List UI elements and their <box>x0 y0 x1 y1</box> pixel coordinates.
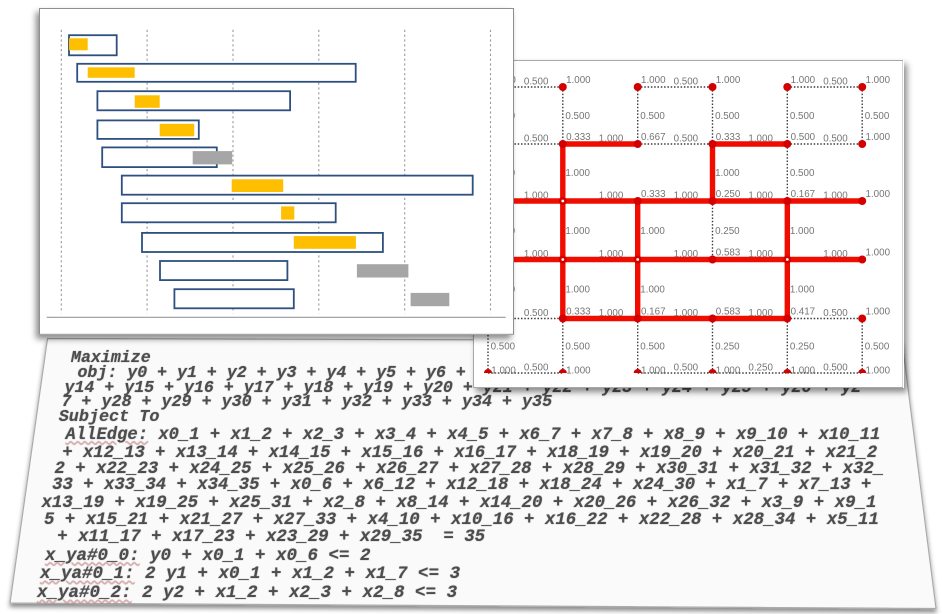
svg-text:0.333: 0.333 <box>641 189 666 200</box>
svg-text:1.000: 1.000 <box>599 190 624 201</box>
svg-text:1.000: 1.000 <box>823 190 848 201</box>
svg-text:0.500: 0.500 <box>823 307 848 318</box>
svg-text:1.000: 1.000 <box>823 248 848 259</box>
svg-text:0.250: 0.250 <box>715 225 740 236</box>
svg-text:0.500: 0.500 <box>674 362 699 373</box>
svg-text:0.250: 0.250 <box>748 362 773 373</box>
svg-text:1.000: 1.000 <box>866 365 891 376</box>
svg-text:1.000: 1.000 <box>790 225 815 236</box>
svg-text:0.500: 0.500 <box>565 341 590 352</box>
svg-text:1.000: 1.000 <box>866 189 891 200</box>
svg-text:0.500: 0.500 <box>524 133 549 144</box>
svg-text:1.000: 1.000 <box>866 132 891 143</box>
svg-text:1.000: 1.000 <box>599 133 624 144</box>
svg-text:0.500: 0.500 <box>674 76 699 87</box>
svg-text:1.000: 1.000 <box>674 307 699 318</box>
svg-text:1.000: 1.000 <box>599 307 624 318</box>
svg-text:0.167: 0.167 <box>791 189 816 200</box>
svg-text:1.000: 1.000 <box>524 248 549 259</box>
svg-text:0.500: 0.500 <box>865 341 890 352</box>
svg-text:1.000: 1.000 <box>674 248 699 259</box>
svg-text:0.583: 0.583 <box>716 247 741 258</box>
svg-text:1.000: 1.000 <box>641 365 666 376</box>
svg-text:1.000: 1.000 <box>565 168 590 179</box>
svg-text:0.500: 0.500 <box>823 362 848 373</box>
svg-text:0.250: 0.250 <box>790 341 815 352</box>
svg-text:0.500: 0.500 <box>791 132 816 143</box>
svg-text:0.333: 0.333 <box>566 132 591 143</box>
svg-text:0.167: 0.167 <box>641 306 666 317</box>
svg-text:0.500: 0.500 <box>524 362 549 373</box>
svg-text:0.500: 0.500 <box>715 111 740 122</box>
svg-text:1.000: 1.000 <box>640 284 665 295</box>
svg-text:1.000: 1.000 <box>491 365 516 376</box>
svg-text:1.000: 1.000 <box>524 190 549 201</box>
svg-text:1.000: 1.000 <box>566 75 591 86</box>
svg-text:0.250: 0.250 <box>716 189 741 200</box>
svg-text:1.000: 1.000 <box>866 306 891 317</box>
svg-text:0.500: 0.500 <box>491 341 516 352</box>
svg-text:1.000: 1.000 <box>565 225 590 236</box>
svg-text:1.000: 1.000 <box>791 365 816 376</box>
svg-text:1.000: 1.000 <box>566 365 591 376</box>
svg-text:1.000: 1.000 <box>748 190 773 201</box>
svg-text:0.500: 0.500 <box>640 341 665 352</box>
svg-text:0.500: 0.500 <box>640 111 665 122</box>
svg-text:0.500: 0.500 <box>790 168 815 179</box>
svg-text:1.000: 1.000 <box>599 248 624 259</box>
svg-text:1.000: 1.000 <box>748 248 773 259</box>
svg-text:0.250: 0.250 <box>715 341 740 352</box>
svg-text:0.500: 0.500 <box>674 133 699 144</box>
svg-text:1.000: 1.000 <box>565 284 590 295</box>
svg-text:0.333: 0.333 <box>566 306 591 317</box>
svg-text:1.000: 1.000 <box>791 75 816 86</box>
svg-text:1.000: 1.000 <box>641 75 666 86</box>
svg-text:1.000: 1.000 <box>748 133 773 144</box>
svg-text:0.500: 0.500 <box>565 111 590 122</box>
svg-text:1.000: 1.000 <box>866 75 891 86</box>
svg-text:0.500: 0.500 <box>790 111 815 122</box>
svg-text:1.000: 1.000 <box>674 190 699 201</box>
svg-text:0.333: 0.333 <box>716 132 741 143</box>
svg-text:1.000: 1.000 <box>715 168 740 179</box>
svg-text:1.000: 1.000 <box>866 247 891 258</box>
svg-text:0.667: 0.667 <box>641 132 666 143</box>
svg-text:0.583: 0.583 <box>716 306 741 317</box>
svg-text:1.000: 1.000 <box>640 225 665 236</box>
svg-text:1.000: 1.000 <box>790 284 815 295</box>
svg-text:1.000: 1.000 <box>716 75 741 86</box>
svg-text:0.417: 0.417 <box>791 306 816 317</box>
svg-text:0.500: 0.500 <box>524 76 549 87</box>
svg-text:1.000: 1.000 <box>716 365 741 376</box>
svg-text:0.500: 0.500 <box>524 307 549 318</box>
svg-text:0.500: 0.500 <box>823 76 848 87</box>
svg-text:0.500: 0.500 <box>823 133 848 144</box>
svg-text:1.000: 1.000 <box>748 307 773 318</box>
svg-text:0.500: 0.500 <box>865 111 890 122</box>
